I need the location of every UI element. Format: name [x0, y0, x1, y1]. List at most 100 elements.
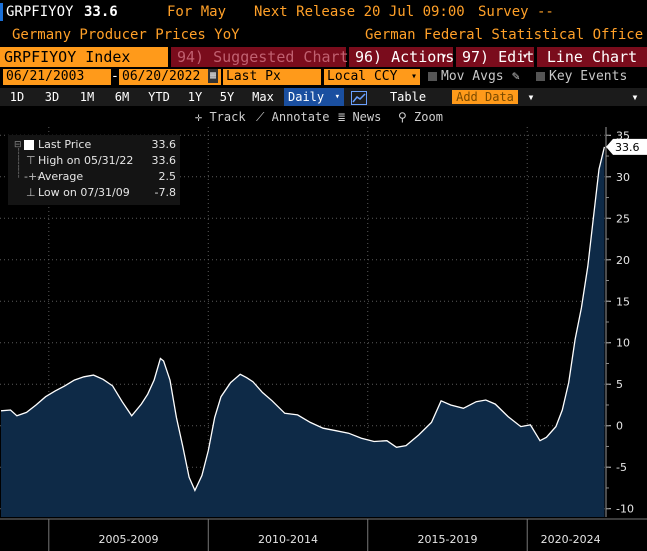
track-label: Track: [209, 110, 246, 124]
low-marker-icon: ⊥: [26, 186, 36, 199]
chevron-down-icon[interactable]: ▾: [408, 69, 420, 85]
description-row: Germany Producer Prices YoY German Feder…: [0, 24, 647, 46]
ticker-label: GRPFIYOY: [6, 4, 74, 20]
edit-button[interactable]: 97) Edit ▾: [456, 47, 534, 67]
annotate-label: Annotate: [271, 110, 330, 124]
series-line: [0, 146, 606, 492]
track-tool[interactable]: ✛ Track: [195, 107, 246, 127]
legend-last-row: ⊟ Last Price 33.6: [8, 137, 180, 153]
actions-button[interactable]: 96) Actions ▾: [349, 47, 455, 67]
checkbox-icon: [428, 72, 437, 81]
chart-legend: ⊟ Last Price 33.6 ⊤ High on 05/31/22 33.…: [8, 135, 180, 205]
x-axis: 2005-2009 2010-2014 2015-2019 2020-2024: [0, 518, 647, 551]
high-marker-icon: ⊤: [26, 154, 36, 167]
table-button[interactable]: Table: [389, 90, 427, 104]
series-area: [1, 146, 605, 517]
legend-avg-label: Average: [38, 170, 84, 183]
period-1d[interactable]: 1D: [9, 90, 25, 104]
y-tick-label: -5: [616, 461, 627, 474]
range-row: 06/21/2003 - 06/20/2022 ▦ Last Px Local …: [0, 68, 647, 86]
zoom-tool[interactable]: ⚲ Zoom: [398, 107, 443, 127]
frequency-select[interactable]: Daily ▾: [284, 88, 344, 106]
end-date-input[interactable]: 06/20/2022: [119, 69, 221, 85]
zoom-label: Zoom: [414, 110, 443, 124]
mov-avgs-toggle[interactable]: Mov Avgs: [428, 68, 504, 86]
collapse-icon[interactable]: ⊟: [14, 140, 22, 150]
y-tick-label: 10: [616, 337, 630, 350]
period-3d[interactable]: 3D: [44, 90, 60, 104]
calendar-icon[interactable]: ▦: [208, 69, 218, 83]
add-data-input[interactable]: Add Data: [452, 90, 518, 104]
last-value-tag: 33.6: [606, 138, 647, 155]
legend-high-row: ⊤ High on 05/31/22 33.6: [8, 153, 180, 169]
range-separator: -: [111, 69, 119, 84]
pencil-icon: ⟋: [256, 110, 272, 124]
chevron-down-icon: ▾: [521, 51, 528, 62]
frequency-label: Daily: [288, 90, 325, 104]
y-tick-label: 20: [616, 254, 630, 267]
magnifier-icon: ⚲: [398, 110, 415, 124]
news-icon: ≣: [338, 110, 353, 124]
legend-low-label: Low on 07/31/09: [38, 186, 130, 199]
news-label: News: [352, 110, 382, 124]
y-tick-label: 30: [616, 171, 630, 184]
chart-type-button[interactable]: Line Chart: [537, 47, 647, 67]
annotate-tool[interactable]: ⟋ Annotate: [256, 107, 329, 127]
pencil-icon[interactable]: ✎: [512, 69, 520, 84]
crosshair-icon: ✛: [195, 110, 210, 124]
y-tick-label: 15: [616, 295, 630, 308]
start-date-input[interactable]: 06/21/2003: [3, 69, 111, 85]
legend-high-label: High on 05/31/22: [38, 154, 134, 167]
news-tool[interactable]: ≣ News: [338, 107, 381, 127]
security-description: Germany Producer Prices YoY: [12, 27, 240, 43]
x-tick-label: 2010-2014: [258, 533, 318, 546]
period-1m[interactable]: 1M: [79, 90, 95, 104]
currency-select[interactable]: Local CCY: [324, 69, 408, 85]
legend-swatch: [24, 140, 34, 150]
key-events-toggle[interactable]: Key Events: [536, 68, 627, 86]
chevron-down-icon[interactable]: ▾: [631, 90, 639, 104]
legend-last-value: 33.6: [151, 138, 177, 151]
edit-label: 97) Edit: [462, 48, 535, 66]
legend-avg-row: -+- Average 2.5: [8, 169, 180, 185]
period-6m[interactable]: 6M: [114, 90, 130, 104]
period-1y[interactable]: 1Y: [187, 90, 203, 104]
next-release-label: Next Release 20 Jul 09:00: [254, 4, 465, 20]
last-value-tag-bg: [606, 138, 647, 155]
header-accent-bar: [0, 3, 3, 21]
period-ytd[interactable]: YTD: [148, 90, 170, 104]
security-field[interactable]: GRPFIYOY Index: [0, 47, 168, 67]
chart-tools: ✛ Track ⟋ Annotate ≣ News ⚲ Zoom: [0, 107, 647, 127]
x-tick-label: 2015-2019: [417, 533, 477, 546]
period-max[interactable]: Max: [252, 90, 274, 104]
y-tick-label: 25: [616, 212, 630, 225]
chevron-down-icon[interactable]: ▾: [527, 90, 535, 104]
actions-label: 96) Actions: [355, 48, 455, 66]
mov-avgs-label: Mov Avgs: [441, 69, 504, 84]
legend-avg-value: 2.5: [158, 170, 177, 183]
field-select[interactable]: Last Px: [223, 69, 321, 85]
source-label: German Federal Statistical Office: [365, 27, 644, 43]
legend-low-row: ⊥ Low on 07/31/09 -7.8: [8, 185, 180, 201]
for-period-label: For May: [167, 4, 227, 20]
y-tick-label: -10: [616, 503, 634, 516]
legend-tree-icon: ┆ ┆ ┆: [16, 149, 22, 179]
suggested-charts-button[interactable]: 94) Suggested Charts: [171, 47, 358, 67]
survey-label: Survey --: [478, 4, 554, 20]
chart-toolbar: GRPFIYOY Index 94) Suggested Charts 96) …: [0, 46, 647, 68]
x-tick-label: 2005-2009: [99, 533, 159, 546]
last-value-tag-label: 33.6: [615, 141, 640, 154]
y-tick-label: 0: [616, 420, 623, 433]
legend-last-label: Last Price: [38, 138, 92, 151]
chevron-down-icon: ▾: [334, 92, 340, 102]
key-events-label: Key Events: [549, 69, 628, 84]
x-tick-label: 2020-2024: [541, 533, 601, 546]
chevron-down-icon: ▾: [440, 51, 447, 62]
average-marker-icon: -+-: [24, 170, 42, 183]
period-5y[interactable]: 5Y: [219, 90, 235, 104]
legend-low-value: -7.8: [154, 186, 176, 199]
checkbox-icon: [536, 72, 545, 81]
line-style-icon[interactable]: [348, 88, 370, 106]
